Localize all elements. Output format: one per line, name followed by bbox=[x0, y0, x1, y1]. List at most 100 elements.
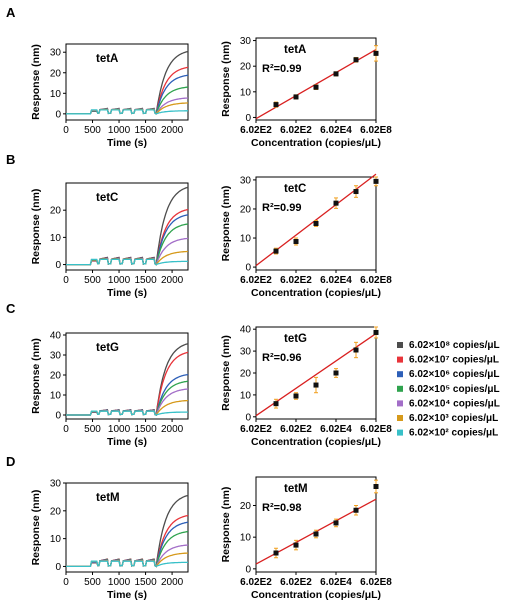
y-tick-label: 20 bbox=[240, 204, 252, 215]
panel-letter: C bbox=[6, 301, 16, 316]
sensorgram-series-line bbox=[66, 208, 189, 266]
sensorgram-frame bbox=[65, 43, 189, 121]
data-point bbox=[373, 329, 379, 335]
sensorgram-series-line bbox=[66, 74, 189, 115]
sensorgram-series-line bbox=[66, 258, 188, 266]
sensorgram-series-line bbox=[66, 109, 188, 115]
calibration-frame bbox=[255, 37, 377, 121]
x-tick-label: 0 bbox=[63, 125, 69, 136]
legend-swatch bbox=[397, 400, 403, 407]
x-axis-label: Concentration (copies/μL) bbox=[251, 137, 381, 149]
panel-a: A 0 10 20 30 0 500 1000 1500 2000 Time (s) Response… bbox=[6, 5, 392, 149]
x-tick-label: 6.02E2 bbox=[240, 125, 272, 136]
y-tick-label: 0 bbox=[55, 411, 61, 422]
sensorgram-frame bbox=[65, 332, 189, 420]
x-tick-label: 6.02E2 bbox=[240, 275, 272, 286]
x-axis-label: Time (s) bbox=[107, 287, 147, 299]
x-tick-label: 6.02E4 bbox=[320, 424, 352, 435]
data-point bbox=[313, 221, 319, 226]
data-point bbox=[373, 50, 379, 56]
x-tick-label: 1500 bbox=[134, 424, 157, 435]
data-point bbox=[273, 102, 279, 108]
x-tick-label: 6.02E2 bbox=[280, 424, 312, 435]
y-tick-label: 20 bbox=[240, 62, 252, 73]
y-tick-label: 10 bbox=[50, 233, 62, 244]
x-tick-label: 1000 bbox=[108, 275, 131, 286]
y-tick-label: 0 bbox=[55, 109, 61, 120]
r-squared-label: R²=0.96 bbox=[262, 352, 301, 364]
data-point bbox=[313, 531, 319, 537]
y-axis-label: Response (nm) bbox=[220, 335, 232, 411]
x-tick-label: 6.02E8 bbox=[360, 577, 392, 588]
data-point bbox=[273, 401, 279, 407]
data-point bbox=[373, 178, 379, 184]
gene-label: tetM bbox=[96, 492, 120, 504]
x-axis-label: Time (s) bbox=[107, 137, 147, 149]
data-point bbox=[333, 71, 339, 77]
sensorgram-series-line bbox=[66, 514, 189, 568]
data-point bbox=[333, 520, 339, 526]
x-tick-label: 0 bbox=[63, 577, 69, 588]
x-tick-label: 1000 bbox=[108, 125, 131, 136]
x-tick-label: 2000 bbox=[161, 577, 184, 588]
x-tick-label: 2000 bbox=[161, 275, 184, 286]
y-tick-label: 0 bbox=[245, 412, 251, 423]
x-tick-label: 1500 bbox=[134, 275, 157, 286]
x-tick-label: 6.02E4 bbox=[320, 275, 352, 286]
x-tick-label: 6.02E8 bbox=[360, 275, 392, 286]
calibration-frame bbox=[255, 176, 377, 271]
x-tick-label: 6.02E2 bbox=[240, 424, 272, 435]
legend-label: 6.02×10⁶ copies/μL bbox=[409, 369, 500, 380]
y-tick-label: 20 bbox=[240, 369, 252, 380]
y-tick-label: 30 bbox=[240, 175, 252, 186]
r-squared-label: R²=0.99 bbox=[262, 63, 301, 75]
y-axis-label: Response (nm) bbox=[30, 189, 42, 265]
x-axis-label: Time (s) bbox=[107, 436, 147, 448]
y-axis-label: Response (nm) bbox=[220, 487, 232, 563]
data-point bbox=[333, 370, 339, 376]
legend-label: 6.02×10⁵ copies/μL bbox=[409, 384, 500, 395]
sensorgram-series-line bbox=[66, 521, 189, 568]
x-tick-label: 6.02E2 bbox=[280, 577, 312, 588]
data-point bbox=[353, 347, 359, 353]
sensorgram-series-line bbox=[66, 560, 189, 568]
data-point bbox=[273, 550, 279, 556]
x-tick-label: 6.02E8 bbox=[360, 424, 392, 435]
panel-b: B 0 10 20 0 500 1000 1500 2000 Time (s) Response (… bbox=[6, 152, 392, 299]
x-tick-label: 6.02E2 bbox=[280, 275, 312, 286]
x-axis-label: Time (s) bbox=[107, 589, 147, 601]
y-axis-label: Response (nm) bbox=[30, 44, 42, 120]
legend-swatch bbox=[397, 371, 403, 378]
data-point bbox=[373, 484, 379, 489]
legend-label: 6.02×10⁴ copies/μL bbox=[409, 398, 500, 409]
sensorgram-series-line bbox=[66, 237, 189, 266]
y-tick-label: 0 bbox=[55, 562, 61, 573]
x-tick-label: 6.02E2 bbox=[240, 577, 272, 588]
y-tick-label: 30 bbox=[240, 36, 252, 47]
data-point bbox=[293, 239, 299, 245]
r-squared-label: R²=0.98 bbox=[262, 502, 301, 514]
legend-swatch bbox=[397, 342, 403, 348]
legend-swatch bbox=[397, 415, 403, 421]
y-tick-label: 10 bbox=[240, 87, 252, 98]
legend-swatch bbox=[397, 385, 403, 392]
gene-label: tetA bbox=[284, 44, 306, 56]
x-tick-label: 1000 bbox=[108, 424, 131, 435]
y-tick-label: 10 bbox=[50, 89, 62, 100]
data-point bbox=[353, 189, 359, 195]
x-tick-label: 0 bbox=[63, 275, 69, 286]
y-tick-label: 30 bbox=[50, 479, 62, 490]
y-axis-label: Response (nm) bbox=[30, 338, 42, 414]
sensorgram-series-line bbox=[66, 66, 189, 115]
data-point bbox=[273, 248, 279, 254]
data-point bbox=[313, 382, 319, 388]
sensorgram-series-line bbox=[66, 410, 188, 416]
x-tick-label: 2000 bbox=[161, 125, 184, 136]
panel-c: C 0 10 20 30 40 0 500 1000 1500 2000 Time (s) Respon… bbox=[6, 301, 392, 448]
sensorgram-frame bbox=[65, 482, 189, 573]
x-tick-label: 500 bbox=[84, 424, 101, 435]
legend-label: 6.02×10⁷ copies/μL bbox=[409, 355, 499, 366]
x-tick-label: 6.02E4 bbox=[320, 577, 352, 588]
y-tick-label: 10 bbox=[240, 533, 252, 544]
